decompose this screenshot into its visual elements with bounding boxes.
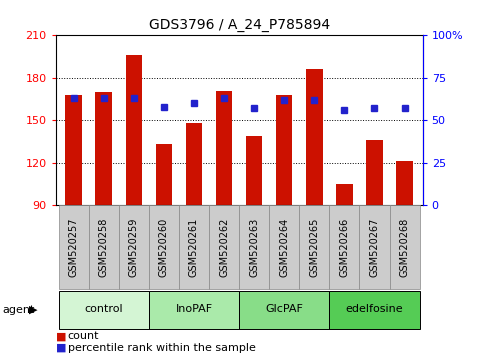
Text: GSM520261: GSM520261 [189,217,199,276]
Bar [239,205,269,289]
Bar [276,95,293,205]
Text: percentile rank within the sample: percentile rank within the sample [68,343,256,353]
Text: InoPAF: InoPAF [175,304,213,314]
Text: GSM520258: GSM520258 [99,217,109,276]
Bar [269,205,299,289]
Bar [306,69,323,205]
Bar [119,205,149,289]
Bar [329,205,359,289]
Text: agent: agent [2,305,35,315]
Bar [299,205,329,289]
Text: ■: ■ [56,343,66,353]
Bar [96,92,112,205]
Text: GSM520265: GSM520265 [309,217,319,276]
Bar [209,205,239,289]
Text: GSM520266: GSM520266 [340,217,349,276]
Text: GSM520259: GSM520259 [129,217,139,276]
Text: count: count [68,331,99,341]
Bar [366,140,383,205]
Bar [149,291,239,329]
Text: edelfosine: edelfosine [346,304,403,314]
Bar [89,205,119,289]
Text: control: control [85,304,123,314]
Bar [336,184,353,205]
Bar [329,291,420,329]
Bar [58,291,149,329]
Bar [179,205,209,289]
Bar [156,144,172,205]
Bar [58,205,89,289]
Text: GSM520264: GSM520264 [279,217,289,276]
Bar [359,205,389,289]
Bar [246,136,262,205]
Text: GSM520260: GSM520260 [159,217,169,276]
Bar [185,123,202,205]
Text: ▶: ▶ [28,305,37,315]
Bar [126,55,142,205]
Bar [389,205,420,289]
Text: ■: ■ [56,331,66,341]
Text: GSM520263: GSM520263 [249,217,259,276]
Text: GlcPAF: GlcPAF [265,304,303,314]
Text: GSM520267: GSM520267 [369,217,380,276]
Bar [65,95,82,205]
Bar [396,161,413,205]
Text: GSM520268: GSM520268 [399,217,410,276]
Bar [216,91,232,205]
Bar [149,205,179,289]
Text: GSM520262: GSM520262 [219,217,229,276]
Bar [239,291,329,329]
Title: GDS3796 / A_24_P785894: GDS3796 / A_24_P785894 [149,18,329,32]
Text: GSM520257: GSM520257 [69,217,79,277]
